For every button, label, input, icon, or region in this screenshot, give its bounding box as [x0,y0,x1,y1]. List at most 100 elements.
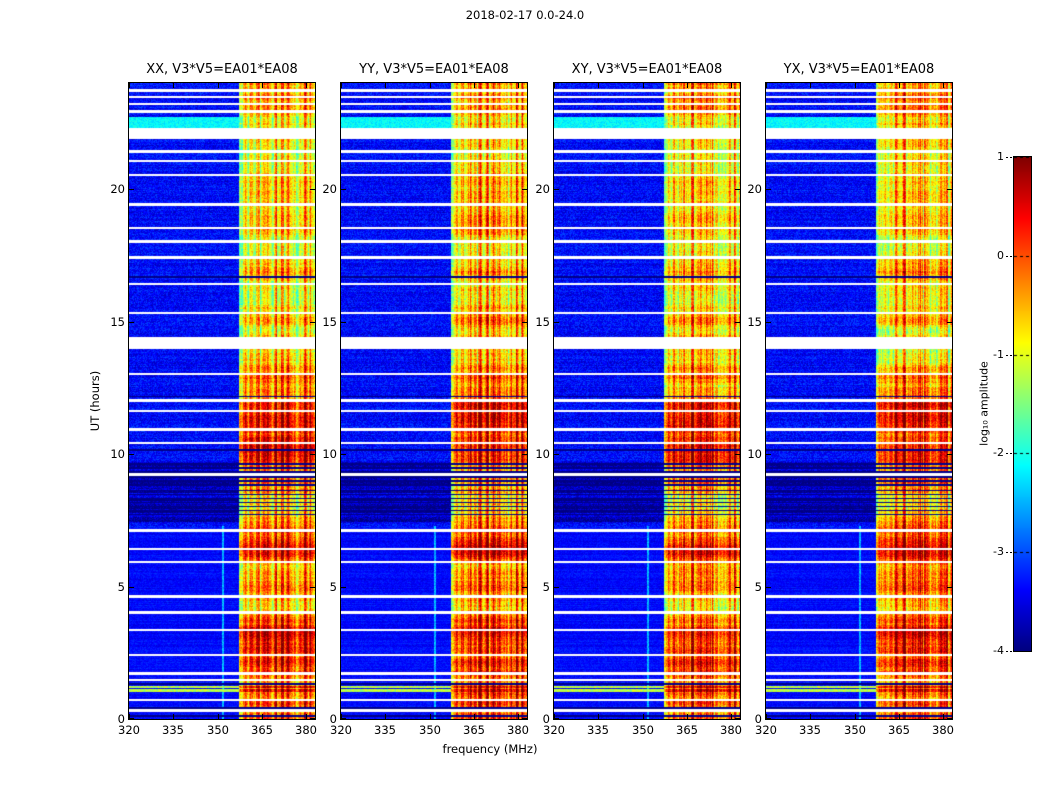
y-tick-mark [766,189,771,190]
y-tick-mark [554,322,559,323]
colorbar-tick-mark [1006,355,1012,356]
x-tick-label: 320 [118,723,140,737]
y-tick-label: 15 [110,315,125,329]
y-tick-mark [735,322,740,323]
y-tick-label: 10 [535,447,550,461]
x-tick-mark [554,714,555,719]
x-tick-label: 350 [844,723,866,737]
y-tick-label: 5 [754,580,762,594]
x-tick-mark [385,83,386,88]
x-tick-mark [262,714,263,719]
colorbar [1013,156,1032,652]
colorbar-tick-mark [1006,453,1012,454]
y-tick-mark [341,718,346,719]
x-tick-label: 320 [543,723,565,737]
y-tick-label: 10 [747,447,762,461]
y-tick-mark [735,587,740,588]
x-tick-mark [687,83,688,88]
y-tick-mark [310,189,315,190]
x-tick-mark [766,714,767,719]
x-tick-mark [430,714,431,719]
y-tick-label: 0 [754,712,762,726]
spectrogram-panel [553,82,741,720]
y-tick-mark [310,322,315,323]
x-tick-mark [173,83,174,88]
x-tick-label: 335 [587,723,609,737]
x-tick-label: 320 [755,723,777,737]
y-tick-mark [522,189,527,190]
spectrogram-canvas [129,83,315,719]
y-tick-mark [129,718,134,719]
y-tick-mark [341,189,346,190]
y-tick-mark [522,718,527,719]
colorbar-tick-label: -4 [993,644,1004,657]
spectrogram-panel [128,82,316,720]
x-tick-mark [474,83,475,88]
y-tick-mark [766,454,771,455]
x-tick-mark [262,83,263,88]
y-tick-label: 15 [535,315,550,329]
x-tick-mark [129,714,130,719]
y-tick-mark [310,587,315,588]
x-tick-mark [855,83,856,88]
y-tick-mark [735,189,740,190]
colorbar-tick-label: 0 [997,249,1004,262]
y-tick-label: 15 [747,315,762,329]
y-tick-label: 20 [535,182,550,196]
y-tick-mark [341,587,346,588]
y-tick-label: 0 [117,712,125,726]
x-tick-mark [810,714,811,719]
y-tick-mark [554,189,559,190]
x-tick-label: 335 [162,723,184,737]
x-tick-label: 350 [207,723,229,737]
y-tick-label: 5 [329,580,337,594]
x-tick-mark [554,83,555,88]
y-tick-mark [735,718,740,719]
spectrogram-panel [765,82,953,720]
x-tick-mark [518,714,519,719]
x-tick-mark [598,714,599,719]
colorbar-tick-mark [1006,552,1012,553]
x-tick-label: 365 [251,723,273,737]
x-tick-mark [899,83,900,88]
y-tick-mark [129,189,134,190]
y-tick-label: 20 [110,182,125,196]
panel-title: XX, V3*V5=EA01*EA08 [146,62,298,77]
y-tick-label: 15 [322,315,337,329]
colorbar-tick-mark [1006,256,1012,257]
colorbar-tick-label: -2 [993,446,1004,459]
x-axis-label: frequency (MHz) [442,742,538,756]
colorbar-tick-mark [1006,157,1012,158]
spectrogram-panel [340,82,528,720]
y-tick-mark [310,454,315,455]
x-tick-mark [810,83,811,88]
x-tick-mark [430,83,431,88]
x-tick-mark [598,83,599,88]
y-tick-label: 0 [329,712,337,726]
x-tick-mark [731,714,732,719]
colorbar-tick-mark [1006,651,1012,652]
y-tick-mark [554,718,559,719]
y-tick-label: 20 [747,182,762,196]
y-axis-label: UT (hours) [88,370,102,432]
x-tick-label: 380 [507,723,529,737]
x-tick-label: 350 [419,723,441,737]
spectrogram-canvas [554,83,740,719]
x-tick-mark [943,83,944,88]
y-tick-mark [129,587,134,588]
panel-title: YX, V3*V5=EA01*EA08 [783,62,935,77]
y-tick-mark [947,322,952,323]
panel-title: YY, V3*V5=EA01*EA08 [359,62,509,77]
figure-title: 2018-02-17 0.0-24.0 [465,8,585,22]
y-tick-label: 10 [322,447,337,461]
colorbar-tick-label: -1 [993,348,1004,361]
x-tick-label: 380 [720,723,742,737]
x-tick-label: 365 [888,723,910,737]
x-tick-mark [643,714,644,719]
x-tick-label: 380 [932,723,954,737]
x-tick-mark [943,714,944,719]
y-tick-label: 0 [542,712,550,726]
y-tick-mark [341,454,346,455]
y-tick-mark [947,454,952,455]
